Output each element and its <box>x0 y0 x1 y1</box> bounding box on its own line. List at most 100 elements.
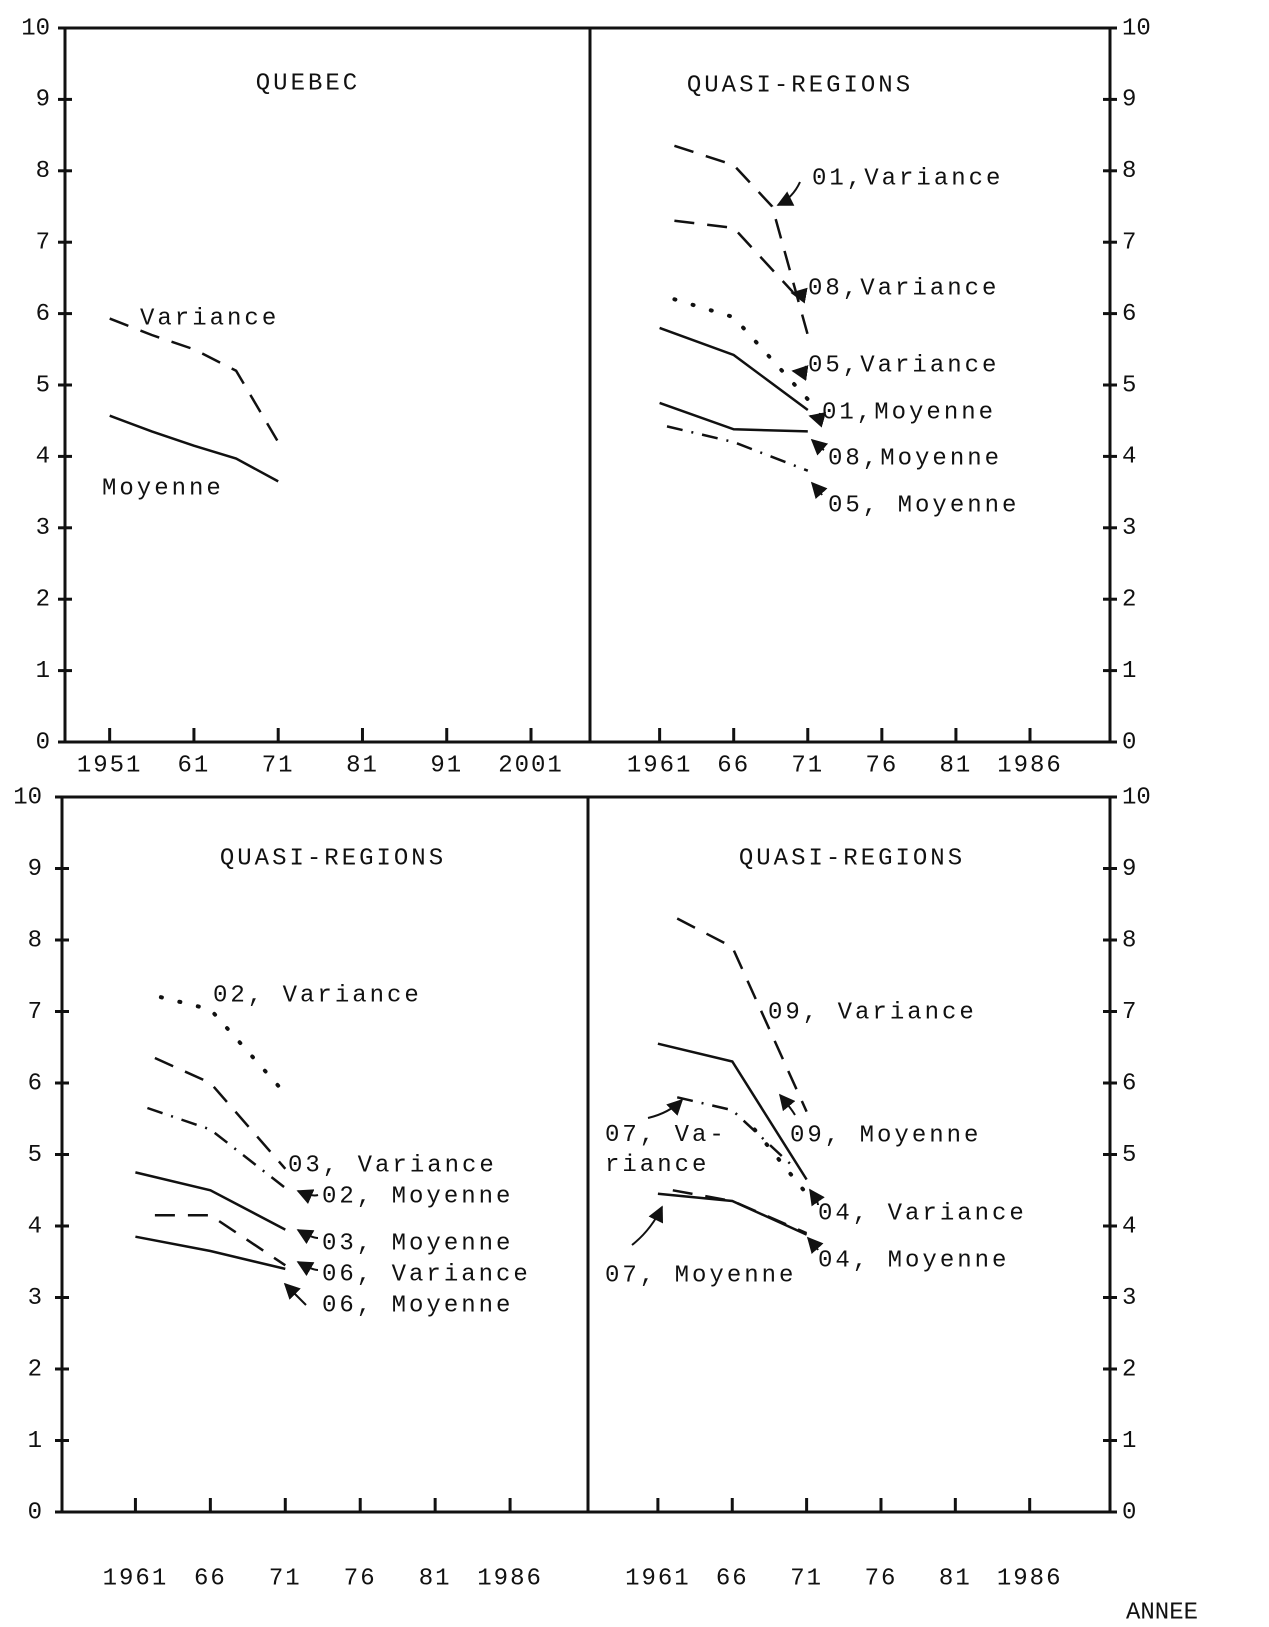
y-tick-label: 6 <box>1122 301 1136 328</box>
series-label: 03, Variance <box>288 1152 497 1179</box>
series-line <box>158 995 288 1096</box>
x-tick-label: 71 <box>791 752 824 779</box>
y-tick-label: 9 <box>28 856 42 883</box>
series-line <box>109 317 280 443</box>
y-tick-label: 1 <box>1122 658 1136 685</box>
series-label: Variance <box>140 305 279 332</box>
y-tick-label: 0 <box>1122 1499 1136 1526</box>
label-arrow <box>808 412 827 428</box>
y-tick-label: 10 <box>1122 784 1151 811</box>
label-arrow <box>283 1282 307 1306</box>
series-line <box>672 297 810 402</box>
x-tick-label: 1986 <box>477 1565 543 1592</box>
y-tick-label: 0 <box>36 729 50 756</box>
series-label: 04, Moyenne <box>818 1247 1009 1274</box>
y-tick-label: 7 <box>36 230 50 257</box>
label-arrow <box>809 1188 825 1207</box>
series-label: 06, Moyenne <box>322 1292 513 1319</box>
x-tick-label: 76 <box>344 1565 377 1592</box>
x-tick-label: 1961 <box>625 1565 691 1592</box>
panel-title: QUASI-REGIONS <box>739 845 965 872</box>
label-arrow <box>810 438 829 456</box>
y-tick-label: 1 <box>28 1428 42 1455</box>
series-label: 07, Moyenne <box>605 1262 796 1289</box>
y-tick-label: 9 <box>1122 856 1136 883</box>
x-tick-label: 2001 <box>498 752 564 779</box>
series-label: 01,Variance <box>812 165 1003 192</box>
y-tick-label: 5 <box>28 1142 42 1169</box>
label-arrow <box>296 1261 319 1277</box>
x-tick-label: 1961 <box>103 1565 169 1592</box>
y-tick-label: 6 <box>36 301 50 328</box>
series-label: 03, Moyenne <box>322 1230 513 1257</box>
x-tick-label: 76 <box>865 1565 898 1592</box>
series-label: 04, Variance <box>818 1200 1027 1227</box>
series-label: 05,Variance <box>808 352 999 379</box>
label-line: riance <box>605 1152 709 1179</box>
label-arrow <box>791 365 809 381</box>
y-tick-label: 10 <box>21 15 50 42</box>
y-tick-label: 2 <box>1122 587 1136 614</box>
y-tick-label: 4 <box>36 444 50 471</box>
y-tick-label: 3 <box>1122 1285 1136 1312</box>
x-tick-label: 71 <box>790 1565 823 1592</box>
y-tick-label: 2 <box>28 1356 42 1383</box>
label-arrow <box>810 481 828 500</box>
y-tick-label: 10 <box>1122 15 1151 42</box>
series-label: 09, Variance <box>768 999 977 1026</box>
x-tick-label: 91 <box>430 752 463 779</box>
label-arrow <box>806 1236 824 1255</box>
series-line <box>659 401 808 433</box>
plot-frame <box>588 26 1112 744</box>
x-tick-label: 66 <box>717 752 750 779</box>
y-tick-label: 9 <box>36 87 50 114</box>
series-label: 01,Moyenne <box>822 399 996 426</box>
series-line <box>135 1171 286 1231</box>
series-line <box>672 1189 808 1235</box>
y-tick-label: 4 <box>1122 444 1136 471</box>
x-axis-label: ANNEE <box>1126 1599 1198 1626</box>
y-tick-label: 4 <box>1122 1213 1136 1240</box>
x-tick-label: 1986 <box>997 752 1063 779</box>
label-arrow <box>631 1205 664 1246</box>
x-tick-label: 1986 <box>997 1565 1063 1592</box>
y-tick-label: 4 <box>28 1213 42 1240</box>
x-tick-label: 1961 <box>627 752 693 779</box>
x-tick-label: 71 <box>269 1565 302 1592</box>
series-label: 08,Moyenne <box>828 445 1002 472</box>
y-tick-label: 3 <box>36 515 50 542</box>
series-label: 06, Variance <box>322 1261 531 1288</box>
series-label: 08,Variance <box>808 275 999 302</box>
panel-title: QUEBEC <box>256 70 360 97</box>
series-line <box>657 1042 808 1181</box>
series-line <box>135 1235 286 1271</box>
series-line <box>676 917 808 1113</box>
y-tick-label: 8 <box>36 158 50 185</box>
y-tick-label: 8 <box>28 927 42 954</box>
series-label: Moyenne <box>102 475 224 502</box>
series-line <box>154 1214 286 1267</box>
y-tick-label: 3 <box>1122 515 1136 542</box>
y-tick-label: 8 <box>1122 158 1136 185</box>
series-label: 05, Moyenne <box>828 492 1019 519</box>
y-tick-label: 1 <box>1122 1428 1136 1455</box>
series-line <box>674 219 794 294</box>
x-tick-label: 81 <box>939 1565 972 1592</box>
label-arrow <box>776 181 801 206</box>
series-label: 02, Moyenne <box>322 1183 513 1210</box>
panel-title: QUASI-REGIONS <box>220 845 446 872</box>
plot-frame <box>63 26 592 744</box>
x-tick-label: 66 <box>194 1565 227 1592</box>
y-tick-label: 0 <box>1122 729 1136 756</box>
y-tick-label: 6 <box>1122 1070 1136 1097</box>
x-tick-label: 76 <box>865 752 898 779</box>
y-tick-label: 9 <box>1122 87 1136 114</box>
y-tick-label: 2 <box>1122 1356 1136 1383</box>
x-tick-label: 61 <box>178 752 211 779</box>
panel-title: QUASI-REGIONS <box>687 72 913 99</box>
y-tick-label: 3 <box>28 1285 42 1312</box>
y-tick-label: 2 <box>36 587 50 614</box>
y-tick-label: 5 <box>1122 1142 1136 1169</box>
